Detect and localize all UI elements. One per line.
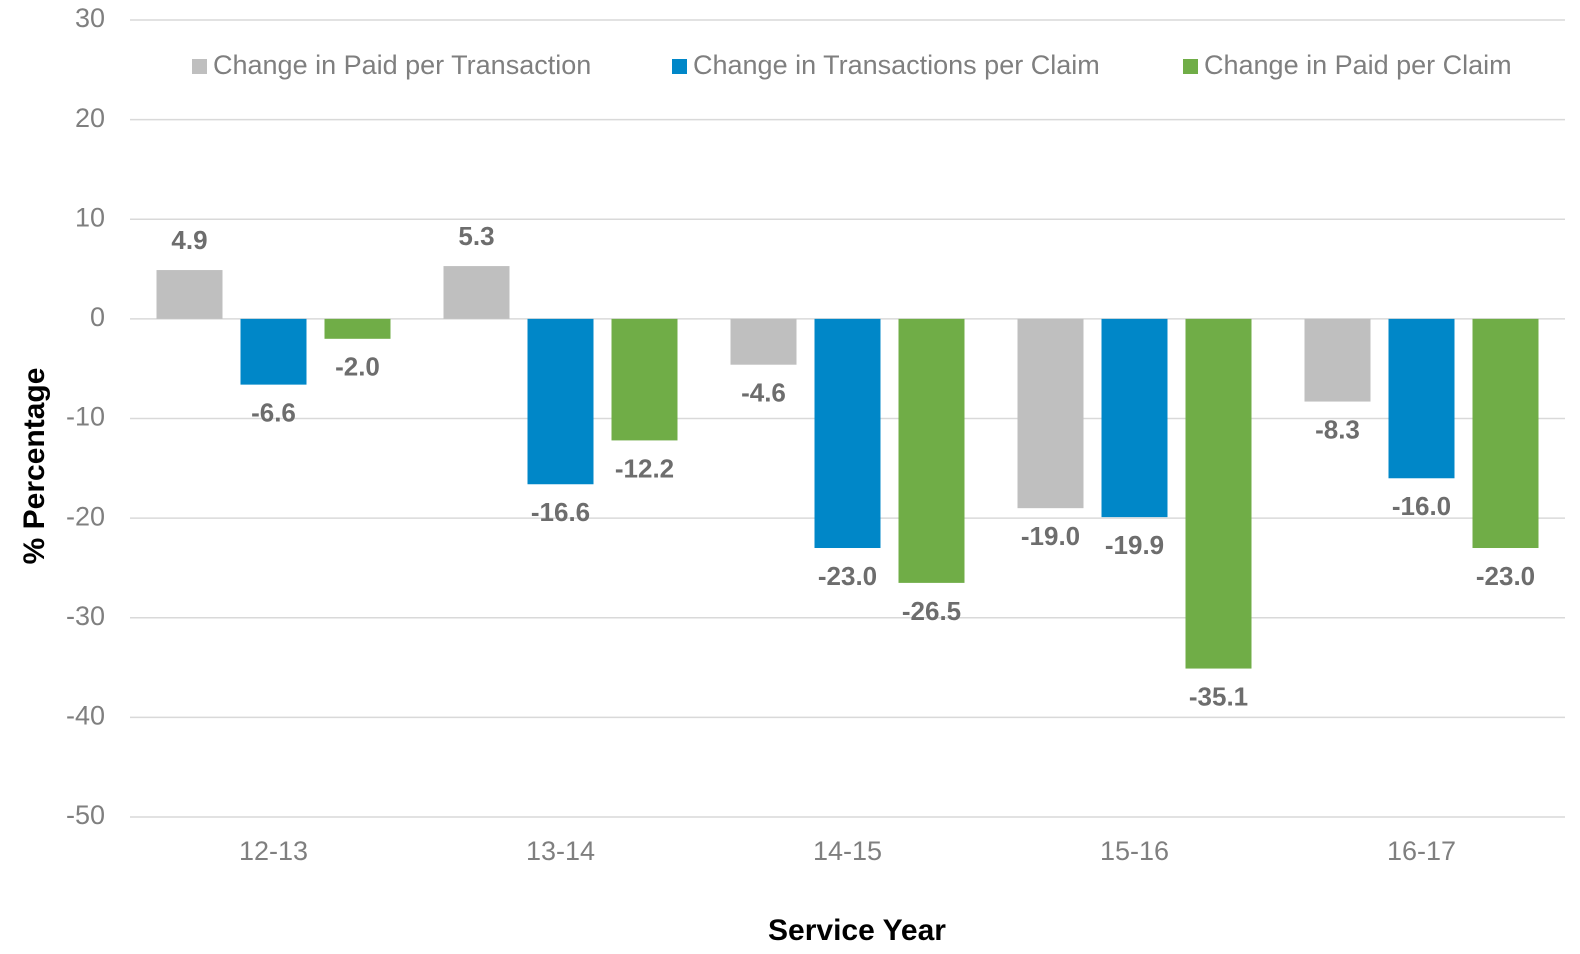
x-tick-label: 16-17: [1387, 836, 1456, 866]
y-tick-label: -20: [66, 501, 105, 531]
data-label: -8.3: [1315, 414, 1360, 444]
x-tick-label: 13-14: [526, 836, 595, 866]
bar: [611, 318, 678, 441]
data-label: -35.1: [1189, 681, 1248, 711]
data-label: -23.0: [1476, 561, 1535, 591]
bar: [527, 318, 594, 485]
bar: [730, 318, 797, 365]
bar: [1101, 318, 1168, 518]
data-label: -2.0: [335, 352, 380, 382]
data-label: -19.0: [1021, 521, 1080, 551]
legend-label: Change in Paid per Claim: [1204, 50, 1512, 80]
data-label: 4.9: [171, 225, 207, 255]
y-tick-label: 20: [75, 103, 105, 133]
data-label: -12.2: [615, 453, 674, 483]
data-label: -26.5: [902, 596, 961, 626]
data-label: -4.6: [741, 378, 786, 408]
legend-label: Change in Paid per Transaction: [213, 50, 591, 80]
x-tick-label: 15-16: [1100, 836, 1169, 866]
bar: [156, 270, 223, 319]
y-axis-title: % Percentage: [18, 368, 51, 565]
data-label: -16.0: [1392, 491, 1451, 521]
data-label: -19.9: [1105, 530, 1164, 560]
data-label: -6.6: [251, 398, 296, 428]
bar: [1472, 318, 1539, 549]
y-tick-label: -10: [66, 402, 105, 432]
legend-swatch: [192, 59, 207, 74]
y-tick-label: 0: [90, 302, 105, 332]
data-label: -16.6: [531, 497, 590, 527]
y-tick-label: 30: [75, 3, 105, 33]
bar: [443, 266, 510, 319]
legend-swatch: [1183, 59, 1198, 74]
x-tick-label: 12-13: [239, 836, 308, 866]
bar: [814, 318, 881, 549]
y-tick-label: 10: [75, 202, 105, 232]
legend-swatch: [672, 59, 687, 74]
bar: [1388, 318, 1455, 479]
y-tick-label: -30: [66, 601, 105, 631]
bar: [1304, 318, 1371, 402]
bar: [1185, 318, 1252, 669]
bar: [324, 318, 391, 339]
legend-label: Change in Transactions per Claim: [693, 50, 1100, 80]
data-label: 5.3: [458, 221, 494, 251]
bar: [240, 318, 307, 385]
data-label: -23.0: [818, 561, 877, 591]
bar: [898, 318, 965, 583]
y-tick-label: -50: [66, 800, 105, 830]
y-tick-label: -40: [66, 701, 105, 731]
x-axis-title: Service Year: [768, 914, 946, 947]
bar: [1017, 318, 1084, 509]
x-tick-label: 14-15: [813, 836, 882, 866]
